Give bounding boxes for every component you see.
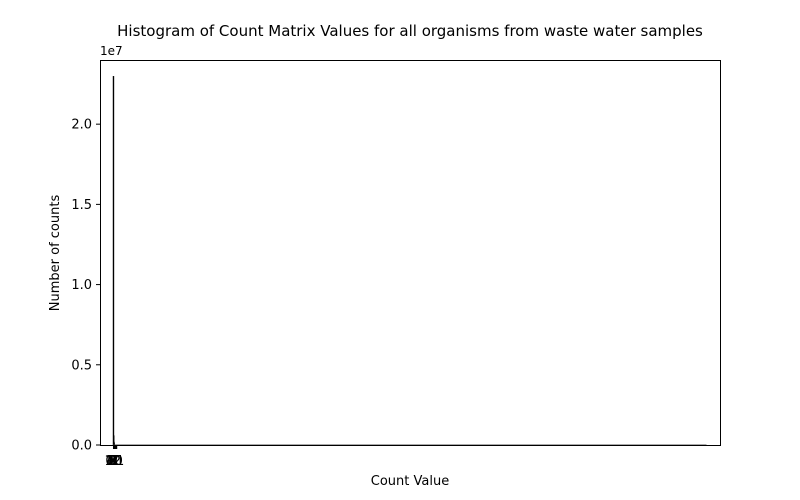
x-tick-label: 7	[111, 454, 119, 469]
y-axis-ticks: 0.0 0.5 1.0 1.5 2.0	[71, 118, 100, 454]
x-tick-label: 9	[109, 454, 117, 469]
histogram-bar	[113, 435, 115, 445]
y-axis-label: Number of counts	[48, 195, 63, 312]
histogram-bar	[113, 441, 115, 445]
x-tick-label: 1	[107, 454, 115, 469]
x-tick-label: 0	[105, 454, 113, 469]
x-tick-label: 6	[109, 454, 117, 469]
x-tick-label: 5	[108, 454, 116, 469]
y-tick-label: 1.5	[71, 198, 92, 213]
histogram-bars	[112, 76, 707, 446]
histogram-bar	[112, 76, 115, 446]
x-tick-label: 4	[106, 454, 114, 469]
x-tick-label: 2	[108, 454, 116, 469]
chart-title: Histogram of Count Matrix Values for all…	[117, 22, 703, 40]
x-axis-label: Count Value	[371, 474, 449, 489]
y-offset-label: 1e7	[100, 44, 123, 58]
plot-area-frame	[100, 60, 721, 446]
x-tick-label: 3	[110, 454, 118, 469]
x-tick-label: 8	[107, 454, 115, 469]
x-tick-label: 12	[104, 454, 121, 469]
y-tick-label: 2.0	[71, 118, 92, 133]
y-tick-label: 1.0	[71, 278, 92, 293]
histogram-bar	[113, 443, 115, 445]
x-tick-label: 11	[108, 454, 125, 469]
y-tick-label: 0.5	[71, 358, 92, 373]
x-tick-label: 10	[106, 454, 123, 469]
y-tick-label: 0.0	[71, 439, 92, 454]
